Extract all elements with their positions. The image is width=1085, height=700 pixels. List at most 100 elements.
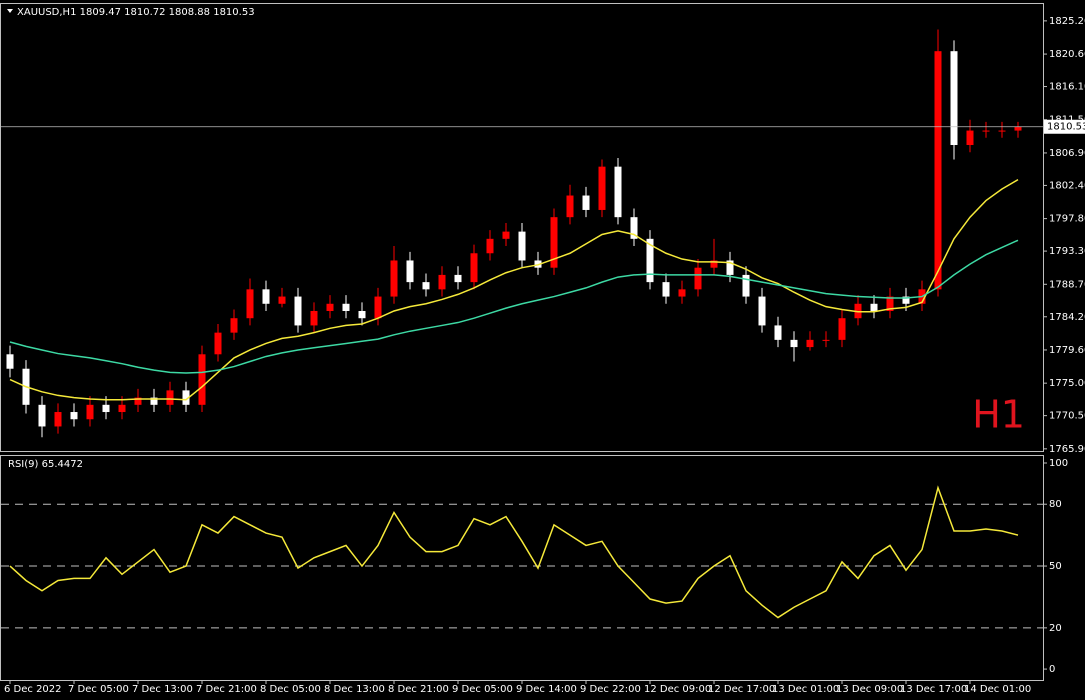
candle-body (950, 51, 958, 146)
x-tick-label: 13 Dec 01:00 (772, 684, 839, 695)
candle-body (614, 166, 622, 218)
candle-body (390, 260, 398, 297)
candle-body (790, 339, 798, 348)
candle-body (886, 296, 894, 311)
x-tick-label: 8 Dec 05:00 (260, 684, 321, 695)
moving-average (9, 179, 1019, 401)
candle-body (166, 390, 174, 405)
x-tick-label: 9 Dec 22:00 (580, 684, 641, 695)
chart-title: XAUUSD,H1 1809.47 1810.72 1808.88 1810.5… (17, 7, 255, 18)
candle-body (214, 332, 222, 355)
candle-body (630, 217, 638, 239)
candle-body (758, 296, 766, 326)
candle-body (102, 404, 110, 413)
y-tick-label: 0 (1049, 664, 1055, 675)
candle-body (86, 404, 94, 420)
candle-body (438, 274, 446, 290)
y-tick-label: 1793.30 (1049, 246, 1085, 257)
candle-body (678, 289, 686, 297)
candle-body (502, 231, 510, 239)
candle-body (70, 412, 78, 420)
candle-body (198, 354, 206, 405)
y-tick-label: 1788.70 (1049, 279, 1085, 290)
candle-body (726, 260, 734, 275)
x-tick-label: 7 Dec 21:00 (196, 684, 257, 695)
candle-body (54, 412, 62, 427)
candle-body (294, 296, 302, 326)
y-tick-label: 1806.90 (1049, 148, 1085, 159)
y-tick-label: 1784.20 (1049, 312, 1085, 323)
price-pane-frame (0, 3, 1044, 452)
candle-body (774, 325, 782, 340)
y-tick-label: 1765.90 (1049, 444, 1085, 455)
rsi-line (9, 485, 1019, 619)
y-tick-label: 1797.80 (1049, 214, 1085, 225)
candle-body (550, 217, 558, 268)
x-tick-label: 7 Dec 05:00 (68, 684, 129, 695)
candle-body (694, 267, 702, 290)
candle-body (374, 296, 382, 319)
candle-body (710, 260, 718, 268)
candle-body (358, 310, 366, 319)
candle-body (486, 238, 494, 254)
x-tick-label: 14 Dec 01:00 (964, 684, 1031, 695)
candle-body (326, 303, 334, 311)
y-tick-label: 80 (1049, 499, 1062, 510)
candle-body (742, 274, 750, 297)
y-tick-label: 50 (1049, 561, 1062, 572)
candle-body (182, 390, 190, 405)
candle-body (422, 282, 430, 290)
x-tick-label: 6 Dec 2022 (4, 684, 62, 695)
y-tick-label: 1825.20 (1049, 16, 1085, 27)
candle-body (1014, 126, 1022, 131)
candle-body (454, 274, 462, 283)
candle-body (262, 289, 270, 304)
y-tick-label: 20 (1049, 623, 1062, 634)
x-tick-label: 9 Dec 14:00 (516, 684, 577, 695)
candle-body (582, 195, 590, 210)
y-tick-label: 1816.10 (1049, 82, 1085, 93)
candle-body (134, 397, 142, 405)
candle-body (662, 282, 670, 297)
x-tick-label: 8 Dec 21:00 (388, 684, 449, 695)
candle-body (822, 339, 830, 341)
x-tick-label: 13 Dec 17:00 (900, 684, 967, 695)
candle-body (998, 130, 1006, 132)
candle-body (966, 130, 974, 146)
rsi-pane-frame (0, 455, 1044, 681)
x-tick-label: 12 Dec 17:00 (708, 684, 775, 695)
timeframe-label: H1 (972, 393, 1025, 437)
moving-average (9, 239, 1019, 374)
candle-body (278, 296, 286, 304)
candle-body (566, 195, 574, 218)
candle-body (982, 130, 990, 132)
candle-body (406, 260, 414, 283)
candle-body (342, 303, 350, 311)
y-tick-label: 1775.00 (1049, 378, 1085, 389)
menu-arrow[interactable] (7, 9, 13, 13)
y-tick-label: 1820.60 (1049, 49, 1085, 60)
candle-body (118, 404, 126, 413)
candle-body (934, 51, 942, 290)
last-price-box (1044, 119, 1085, 134)
rsi-title: RSI(9) 65.4472 (8, 459, 83, 470)
x-tick-label: 8 Dec 13:00 (324, 684, 385, 695)
y-tick-label: 1802.40 (1049, 180, 1085, 191)
x-tick-label: 9 Dec 05:00 (452, 684, 513, 695)
candle-body (470, 253, 478, 283)
candle-body (518, 231, 526, 261)
candle-body (230, 318, 238, 333)
candle-body (870, 303, 878, 311)
y-tick-label: 1779.60 (1049, 345, 1085, 356)
candle-body (806, 339, 814, 348)
candle-body (310, 310, 318, 326)
candle-body (38, 404, 46, 427)
x-tick-label: 12 Dec 09:00 (644, 684, 711, 695)
candle-body (6, 354, 14, 369)
candle-body (246, 289, 254, 319)
candle-body (646, 238, 654, 283)
candle-body (838, 318, 846, 340)
y-tick-label: 1770.50 (1049, 411, 1085, 422)
